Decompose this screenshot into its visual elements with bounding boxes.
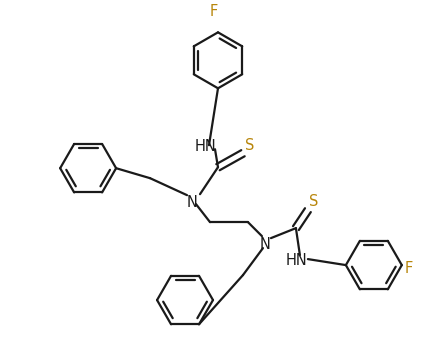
Text: F: F [405, 261, 413, 276]
Text: HN: HN [195, 139, 217, 154]
Text: N: N [187, 195, 197, 210]
Text: N: N [260, 237, 270, 252]
Text: HN: HN [286, 253, 308, 268]
Text: S: S [245, 138, 254, 153]
Text: S: S [309, 193, 318, 208]
Text: F: F [210, 4, 218, 19]
